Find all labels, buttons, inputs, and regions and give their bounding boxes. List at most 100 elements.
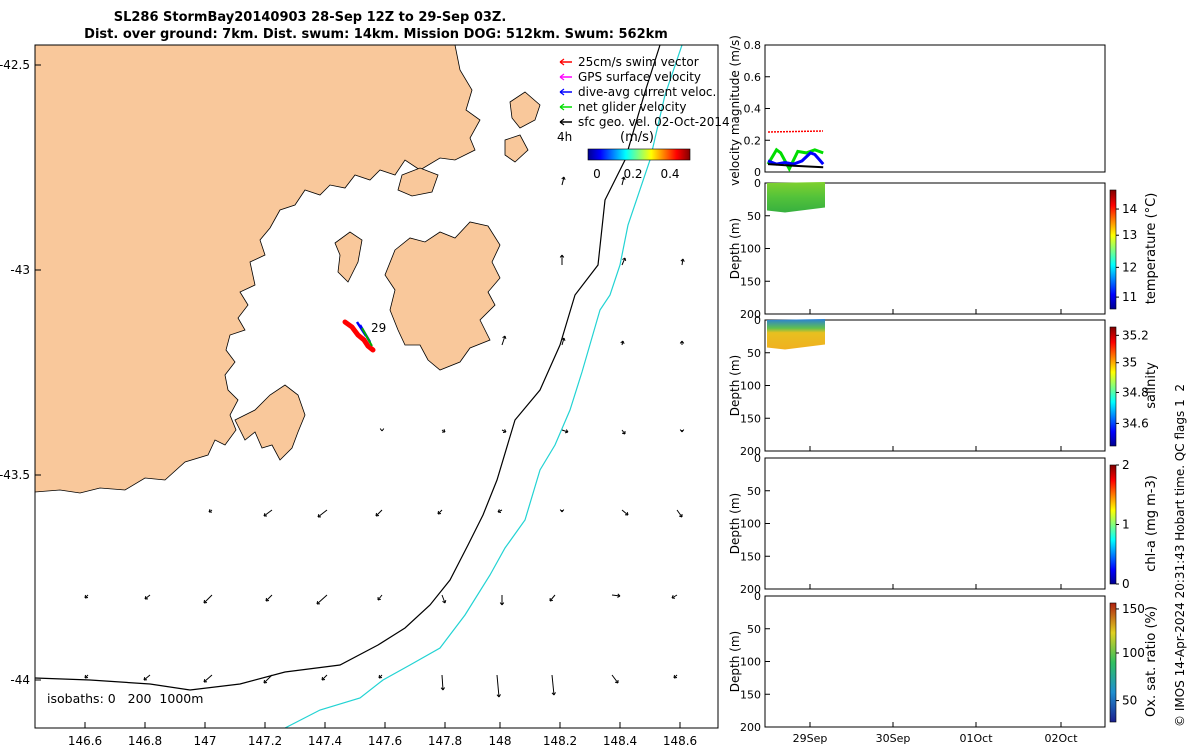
map-frame (34, 44, 719, 729)
legend-arrow-head (559, 88, 565, 96)
glider-track: 29 (342, 319, 386, 353)
time-x-tick-label: 30Sep (876, 732, 911, 745)
geo-velocity-arrow (265, 594, 273, 602)
geo-velocity-arrow (549, 594, 556, 602)
colorbar-tick-label: 0 (1122, 577, 1130, 591)
geo-velocity-arrowhead (316, 600, 321, 605)
profile-data-block (767, 182, 825, 213)
isobath-label: isobaths: 0 200 1000m (47, 691, 203, 706)
velocity-series-line (767, 163, 824, 169)
depth-y-tick-label: 200 (740, 583, 761, 596)
geo-velocity-arrowhead (620, 340, 625, 344)
geo-velocity-arrowhead (499, 602, 505, 606)
geo-velocity-arrowhead (502, 429, 507, 433)
legend-label: sfc geo. vel. 02-Oct-2014 (578, 115, 730, 129)
map-x-axis: 146.6 146.8 147 147.2 147.4 147.6 147.8 148 148.… (68, 722, 697, 748)
x-tick-label: 148 (489, 734, 512, 748)
track-path (342, 319, 376, 353)
geo-velocity-arrow (316, 594, 328, 605)
geo-velocity-arrow (551, 674, 555, 696)
geo-velocity-arrow (621, 176, 625, 186)
velocity-y-tick-label: 0.8 (744, 39, 762, 52)
geo-velocity-arrow (681, 258, 684, 266)
geo-velocity-arrowhead (559, 509, 565, 513)
depth-y-tick-label: 200 (740, 721, 761, 734)
geo-velocity-arrowhead (442, 599, 447, 604)
velocity-y-tick-label: 0.6 (744, 71, 762, 84)
track-day-label: 29 (371, 321, 386, 335)
geo-velocity-arrowhead (441, 429, 446, 433)
time-x-tick-label: 01Oct (959, 732, 993, 745)
geo-velocity-arrowhead (673, 674, 678, 679)
title-line-1: SL286 StormBay20140903 28-Sep 12Z to 29-… (114, 10, 507, 25)
depth-colorbar (1109, 602, 1117, 723)
depth-panel-frame (764, 595, 1106, 728)
depth-y-tick-label: 0 (754, 452, 761, 465)
colorbar-tick-label: 0.4 (660, 167, 679, 181)
x-tick-label: 146.6 (68, 734, 102, 748)
geo-velocity-arrowhead (208, 509, 213, 513)
colorbar-tick-label: 100 (1122, 646, 1145, 660)
geo-velocity-arrow (501, 335, 506, 346)
colorbar-tick-label: 34.6 (1122, 416, 1149, 430)
y-tick-label: -42.5 (0, 58, 30, 72)
colorbar-tick-label: 0.2 (623, 167, 642, 181)
geo-velocity-arrowhead (84, 594, 89, 599)
depth-y-label: Depth (m) (728, 218, 742, 279)
geo-velocity-arrowhead (561, 337, 566, 341)
velocity-series-line (766, 147, 824, 173)
depth-y-tick-label: 150 (740, 550, 761, 563)
isobath-1000m (284, 45, 683, 728)
isobath-200m (35, 45, 661, 691)
geo-velocity-arrowhead (680, 258, 685, 262)
depth-y-label: Depth (m) (728, 493, 742, 554)
geo-velocity-arrowhead (551, 692, 556, 696)
geo-velocity-arrows (84, 176, 685, 698)
geo-velocity-arrow (611, 594, 621, 597)
geo-velocity-arrow (561, 429, 569, 433)
geo-velocity-arrowhead (437, 510, 442, 515)
colorbar-tick-label: 35.2 (1122, 328, 1149, 342)
geo-velocity-arrowhead (496, 694, 501, 698)
depth-y-tick-label: 50 (747, 210, 761, 223)
colorbar-tick-label: 14 (1122, 202, 1137, 216)
x-tick-label: 147 (194, 734, 217, 748)
profile-data-block (767, 319, 825, 350)
geo-velocity-arrowhead (622, 257, 627, 262)
depth-y-tick-label: 150 (740, 688, 761, 701)
depth-colorbar (1109, 326, 1117, 447)
speed-colorbar-ticks: 0 0.2 0.4 (593, 167, 679, 181)
geo-velocity-arrowhead (317, 513, 322, 518)
geo-velocity-arrow (437, 509, 443, 515)
x-tick-label: 148.6 (663, 734, 697, 748)
velocity-y-label: velocity magnitude (m/s) (728, 35, 742, 186)
legend-label: GPS surface velocity (578, 70, 701, 84)
geo-velocity-arrow (203, 674, 213, 683)
geo-velocity-arrowhead (375, 512, 380, 517)
y-tick-label: -43 (10, 263, 30, 277)
geo-velocity-arrowhead (497, 509, 502, 513)
geo-velocity-arrowhead (559, 254, 565, 258)
colorbar-tick-label: 50 (1122, 694, 1137, 708)
depth-y-tick-label: 100 (740, 380, 761, 393)
legend-arrow-head (559, 58, 565, 66)
velocity-y-tick-label: 0 (754, 166, 761, 179)
geo-velocity-arrowhead (144, 595, 149, 600)
colorbar-label: salinity (1144, 362, 1159, 409)
geo-velocity-arrowhead (549, 597, 554, 602)
geo-velocity-arrowhead (679, 340, 685, 344)
geo-velocity-arrowhead (561, 176, 566, 180)
geo-velocity-arrow (496, 674, 500, 698)
colorbar-label: Ox. sat. ratio (%) (1144, 606, 1159, 717)
geo-velocity-arrowhead (671, 595, 676, 599)
geo-velocity-arrowhead (321, 676, 326, 681)
x-tick-label: 147.4 (308, 734, 342, 748)
colorbar-label: temperature (°C) (1144, 193, 1159, 305)
land-mainland-north (35, 45, 481, 494)
depth-colorbar (1109, 189, 1117, 310)
legend-arrow-head (559, 103, 565, 111)
depth-colorbar (1109, 464, 1117, 585)
land-east-peninsula (384, 221, 501, 371)
geo-velocity-arrow (561, 337, 565, 346)
geo-velocity-arrow (203, 594, 213, 604)
